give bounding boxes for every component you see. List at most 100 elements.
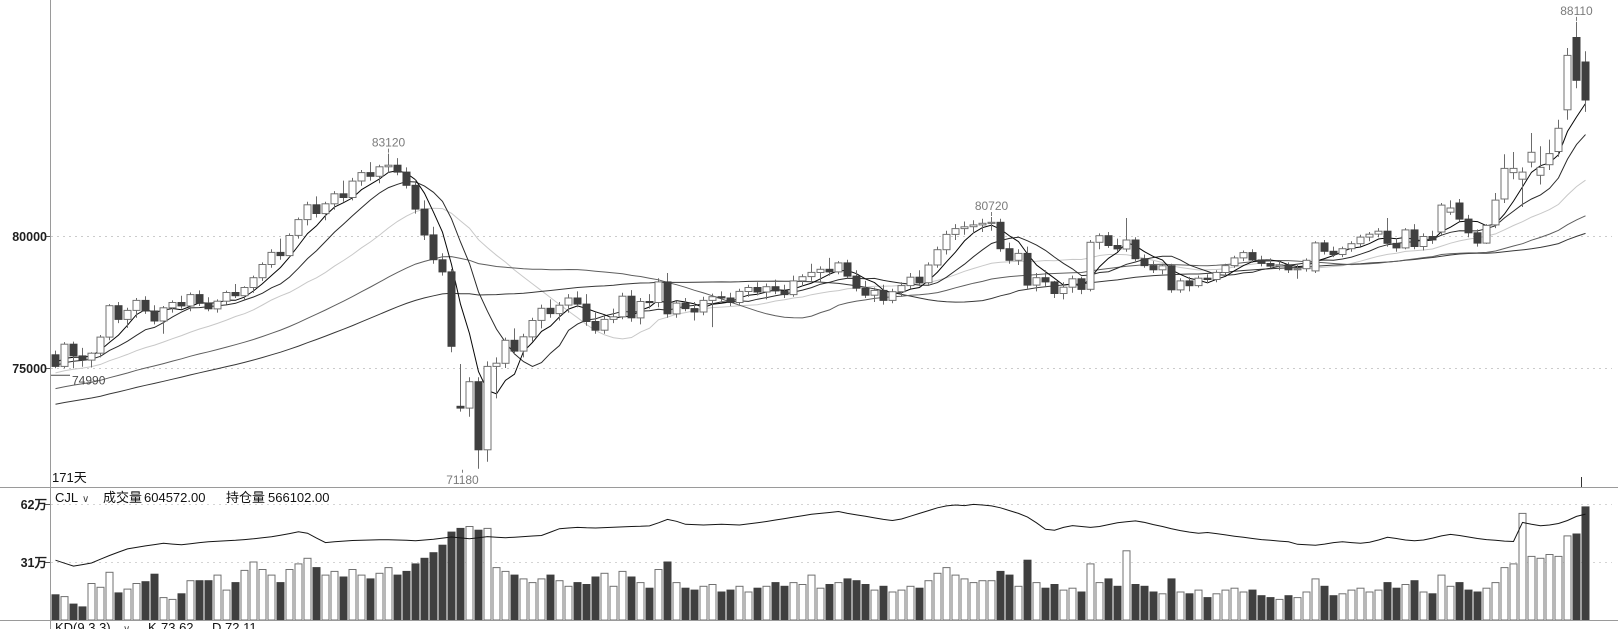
volume-bar bbox=[1167, 578, 1176, 621]
candle-body bbox=[771, 286, 780, 292]
volume-bar bbox=[1446, 585, 1455, 621]
candle-body bbox=[465, 381, 474, 409]
volume-bar bbox=[555, 580, 564, 621]
candle-body bbox=[1419, 236, 1428, 247]
volume-bar bbox=[1077, 591, 1086, 621]
candle-body bbox=[1239, 252, 1248, 259]
volume-bar bbox=[510, 574, 519, 621]
candle-body bbox=[1068, 278, 1077, 288]
volume-value: 604572.00 bbox=[144, 490, 205, 505]
volume-bar bbox=[1284, 595, 1293, 621]
candle-body bbox=[816, 268, 825, 273]
open-interest-line-layer bbox=[55, 503, 1586, 567]
volume-bar bbox=[1293, 597, 1302, 621]
volume-bar bbox=[1347, 589, 1356, 621]
candle-body bbox=[726, 297, 735, 303]
kd-indicator-dropdown[interactable]: KD(9,3,3) bbox=[55, 620, 111, 629]
candle-body bbox=[1266, 263, 1275, 267]
candle-body bbox=[276, 251, 285, 257]
candle-body bbox=[1203, 277, 1212, 281]
volume-bar bbox=[1500, 567, 1509, 621]
volume-bar bbox=[1131, 584, 1140, 621]
volume-bar bbox=[1383, 582, 1392, 621]
volume-bar bbox=[231, 582, 240, 621]
candle-body bbox=[393, 164, 402, 173]
candle-body bbox=[924, 264, 933, 284]
candle-body bbox=[969, 224, 978, 228]
candle-body bbox=[546, 307, 555, 315]
candle-body bbox=[222, 292, 231, 302]
candle-body bbox=[1113, 245, 1122, 250]
price-marker-label: 80720 bbox=[975, 199, 1009, 213]
volume-bar bbox=[519, 578, 528, 621]
candle-body bbox=[1122, 239, 1131, 250]
volume-bar bbox=[366, 578, 375, 621]
candle-body bbox=[366, 172, 375, 177]
volume-bar bbox=[1122, 550, 1131, 621]
volume-bar bbox=[204, 580, 213, 621]
volume-bar bbox=[1536, 557, 1545, 621]
volume-bar bbox=[348, 569, 357, 621]
volume-bar bbox=[213, 574, 222, 621]
candle-body bbox=[303, 204, 312, 221]
candle-body bbox=[861, 287, 870, 296]
volume-bar bbox=[1356, 587, 1365, 621]
candle-body bbox=[654, 281, 663, 303]
candle-body bbox=[978, 222, 987, 226]
candle-body bbox=[204, 302, 213, 310]
volume-bar bbox=[807, 574, 816, 621]
volume-bar bbox=[1194, 589, 1203, 621]
candle-body bbox=[609, 316, 618, 320]
ma-lines-layer bbox=[55, 103, 1586, 405]
candle-body bbox=[735, 290, 744, 303]
open-interest-line bbox=[55, 503, 1586, 567]
volume-bar bbox=[1320, 585, 1329, 621]
candle-body bbox=[231, 292, 240, 297]
candle-body bbox=[1023, 252, 1032, 286]
candle-body bbox=[1185, 280, 1194, 287]
candle-body bbox=[1518, 171, 1527, 180]
candle-body bbox=[510, 339, 519, 352]
candle-body bbox=[1275, 264, 1284, 267]
candle-body bbox=[249, 277, 258, 289]
candle-body bbox=[132, 299, 141, 311]
volume-bar bbox=[690, 589, 699, 621]
volume-bar bbox=[132, 583, 141, 621]
volume-bar bbox=[681, 587, 690, 621]
volume-bar bbox=[978, 580, 987, 621]
candle-body bbox=[987, 221, 996, 224]
volume-bar bbox=[708, 584, 717, 621]
candle-body bbox=[942, 233, 951, 251]
volume-bar bbox=[645, 587, 654, 621]
candle-body bbox=[87, 352, 96, 361]
volume-bar bbox=[861, 584, 870, 621]
volume-bar bbox=[789, 582, 798, 621]
volume-bar bbox=[267, 574, 276, 621]
volume-bar bbox=[258, 569, 267, 621]
candle-body bbox=[537, 307, 546, 321]
candle-body bbox=[1509, 167, 1518, 174]
candle-body bbox=[1383, 230, 1392, 244]
candle-body bbox=[474, 381, 483, 451]
volume-indicator-dropdown[interactable]: CJL bbox=[55, 490, 78, 505]
candle-body bbox=[564, 297, 573, 306]
candle-body bbox=[1491, 199, 1500, 226]
candle-body bbox=[195, 294, 204, 304]
volume-bar bbox=[843, 578, 852, 621]
candle-body bbox=[834, 262, 843, 273]
candle-body bbox=[996, 221, 1005, 250]
chevron-down-icon[interactable]: ∨ bbox=[82, 494, 89, 505]
candle-body bbox=[699, 299, 708, 313]
candle-body bbox=[951, 228, 960, 235]
ma-line-20 bbox=[55, 179, 1586, 374]
volume-bar bbox=[51, 594, 60, 621]
volume-bar bbox=[1104, 578, 1113, 621]
volume-bar bbox=[456, 527, 465, 621]
candle-body bbox=[807, 271, 816, 278]
volume-bar bbox=[1032, 582, 1041, 621]
volume-bar bbox=[1482, 587, 1491, 621]
chevron-down-icon[interactable]: ∨ bbox=[123, 624, 130, 629]
volume-bar bbox=[636, 582, 645, 621]
